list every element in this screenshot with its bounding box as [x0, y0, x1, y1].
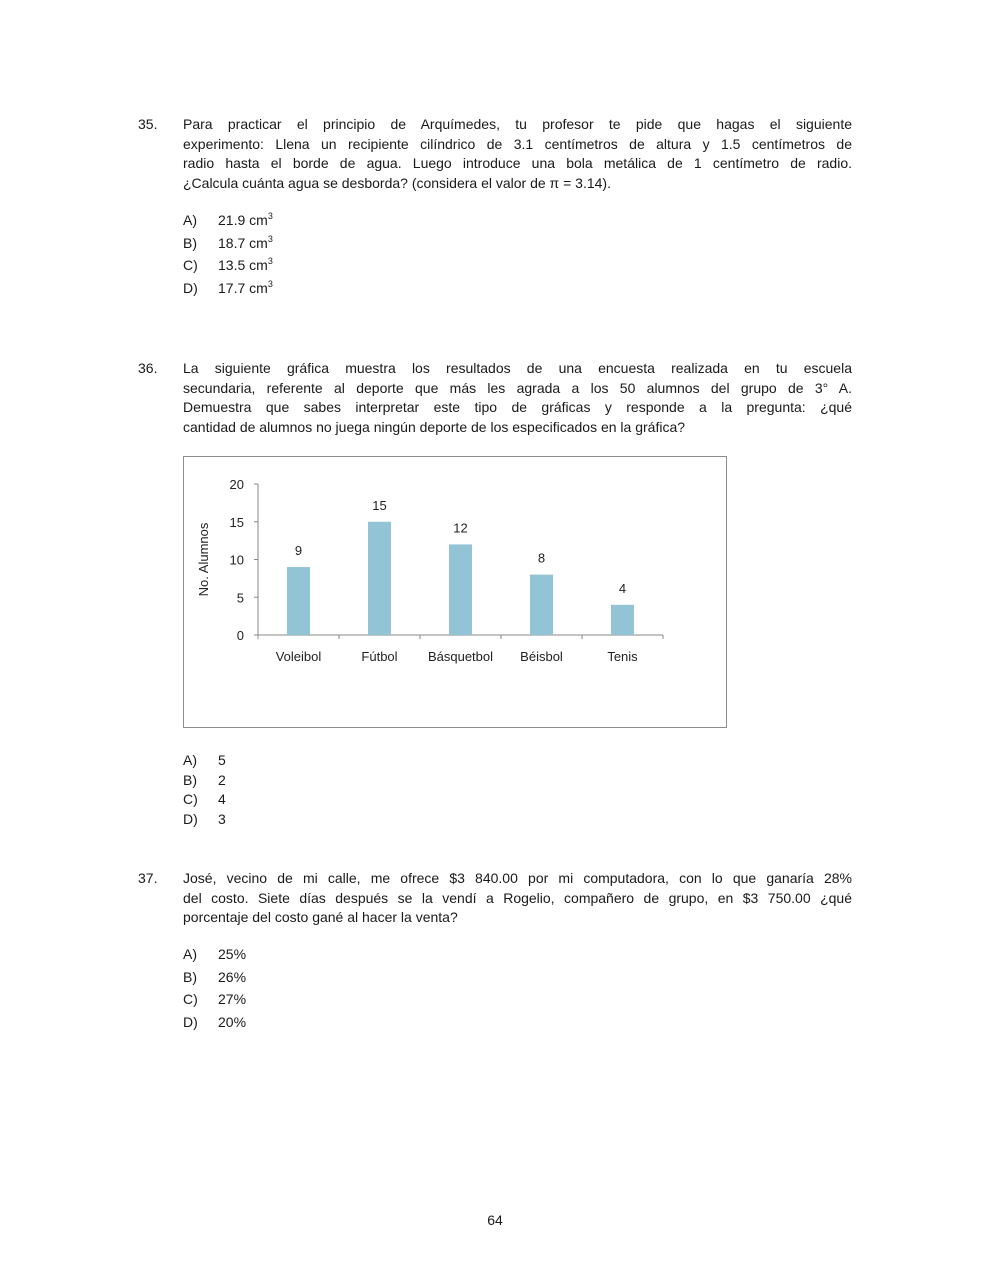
page-number: 64 [487, 1212, 503, 1228]
answer-option: B) 26% [183, 969, 246, 985]
y-tick-label: 10 [230, 553, 244, 568]
option-letter: A) [183, 752, 197, 768]
answer-option: D) 17.7 cm3 [183, 278, 273, 296]
option-letter: C) [183, 257, 198, 273]
bar [449, 544, 472, 635]
question-text-line: Para practicar el principio de Arquímede… [183, 116, 852, 132]
question-text-line: La siguiente gráfica muestra los resulta… [183, 360, 852, 376]
data-label: 12 [453, 520, 467, 535]
option-superscript: 3 [267, 278, 273, 289]
option-letter: C) [183, 791, 198, 808]
y-tick-label: 0 [237, 628, 244, 643]
option-text: 21.9 cm [218, 212, 268, 228]
question-text-line: José, vecino de mi calle, me ofrece $3 8… [183, 870, 852, 886]
option-letter: D) [183, 279, 198, 296]
bar [611, 604, 634, 635]
data-label: 4 [619, 581, 626, 596]
answer-option: C) 13.5 cm3 [183, 256, 273, 274]
data-label: 9 [295, 543, 302, 558]
x-tick-label: Voleibol [276, 649, 322, 664]
x-tick-label: Fútbol [361, 649, 397, 664]
question-number: 37. [138, 870, 158, 886]
option-letter: B) [183, 234, 197, 251]
option-text: 13.5 cm [218, 257, 268, 273]
answer-option: D) 3 [183, 811, 226, 827]
chart-frame: 0 5 10 15 20 9 Voleibol 15 Fútbol 12 Básquetbol 8 Bé… [183, 456, 727, 728]
bar [530, 574, 553, 635]
question-text-line: experimento: Llena un recipiente cilíndr… [183, 135, 852, 152]
bar [287, 567, 310, 635]
y-tick-label: 5 [237, 590, 244, 605]
answer-option: A) 25% [183, 946, 246, 962]
answer-option: C) 4 [183, 791, 226, 807]
data-label: 8 [538, 551, 545, 566]
question-number: 35. [138, 116, 158, 132]
option-superscript: 3 [267, 256, 273, 266]
answer-option: D) 20% [183, 1014, 246, 1030]
option-letter: B) [183, 771, 197, 788]
option-letter: C) [183, 991, 198, 1007]
option-superscript: 3 [267, 233, 273, 244]
question-text-line: secundaria, referente al deporte que más… [183, 379, 852, 396]
option-text: 18.7 cm [218, 234, 268, 251]
bar-chart: 0 5 10 15 20 9 Voleibol 15 Fútbol 12 Básquetbol 8 Bé… [196, 477, 664, 664]
option-text: 3 [218, 811, 226, 828]
data-label: 15 [372, 498, 386, 513]
option-letter: B) [183, 968, 197, 985]
question-text-line: cantidad de alumnos no juega ningún depo… [183, 418, 686, 435]
option-letter: A) [183, 212, 197, 228]
option-text: 2 [218, 771, 226, 788]
answer-option: B) 2 [183, 772, 226, 788]
option-text: 4 [218, 791, 226, 808]
question-text-line: porcentaje del costo gané al hacer la ve… [183, 909, 458, 925]
answer-option: A) 21.9 cm3 [183, 211, 273, 229]
x-tick-label: Béisbol [520, 649, 563, 664]
question-text-line: ¿Calcula cuánta agua se desborda? (consi… [183, 174, 611, 191]
option-text: 26% [218, 968, 247, 985]
option-superscript: 3 [267, 211, 273, 221]
option-text: 20% [218, 1013, 247, 1030]
option-letter: A) [183, 946, 197, 962]
option-text: 25% [218, 946, 247, 962]
bar [368, 521, 391, 635]
x-tick-label: Básquetbol [428, 649, 493, 664]
answer-option: A) 5 [183, 752, 226, 768]
y-tick-label: 20 [230, 477, 244, 492]
answer-option: B) 18.7 cm3 [183, 233, 273, 251]
question-text-line: Demuestra que sabes interpretar este tip… [183, 399, 852, 415]
option-text: 27% [218, 991, 247, 1007]
question-text-line: del costo. Siete días después se la vend… [183, 889, 852, 906]
question-number: 36. [138, 360, 158, 376]
y-tick-label: 15 [230, 515, 244, 530]
option-text: 17.7 cm [218, 279, 268, 296]
option-letter: D) [183, 811, 198, 828]
option-letter: D) [183, 1013, 198, 1030]
answer-option: C) 27% [183, 991, 246, 1007]
option-text: 5 [218, 752, 226, 768]
x-tick-label: Tenis [607, 649, 638, 664]
question-text-line: radio hasta el borde de agua. Luego intr… [183, 155, 852, 171]
y-axis-label: No. Alumnos [196, 522, 211, 596]
